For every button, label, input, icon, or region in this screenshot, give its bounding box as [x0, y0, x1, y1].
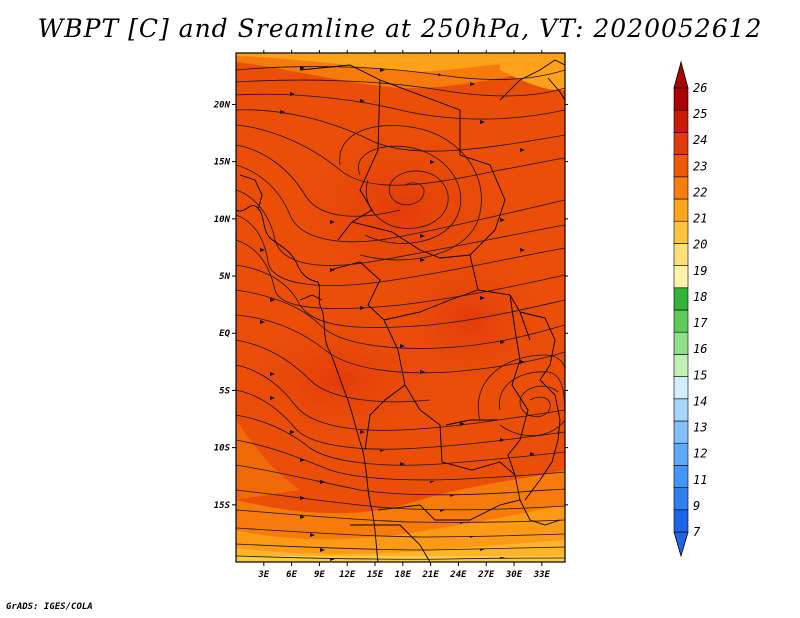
wbpt-field — [236, 53, 565, 562]
colorbar-label: 11 — [693, 473, 707, 487]
colorbar: 7 9 11 12 13 14 15 16 17 18 19 20 21 22 23 24 25 26 — [673, 60, 708, 558]
colorbar-swatch — [673, 109, 689, 133]
lat-tick-label: 5N — [219, 272, 230, 282]
colorbar-label: 16 — [693, 342, 707, 356]
colorbar-high-pointer — [673, 60, 689, 89]
colorbar-swatch — [673, 287, 689, 311]
colorbar-swatch — [673, 220, 689, 244]
longitude-axis: 3E 6E 9E 12E 15E 18E 21E 24E 27E 30E 33E — [257, 50, 551, 580]
lon-tick-label: 3E — [257, 570, 269, 580]
colorbar-swatch — [673, 487, 689, 511]
lon-tick-label: 15E — [367, 570, 384, 580]
colorbar-label: 14 — [693, 394, 707, 408]
colorbar-swatch — [673, 331, 689, 355]
colorbar-label: 22 — [693, 185, 707, 199]
colorbar-label: 12 — [693, 447, 707, 461]
colorbar-swatch — [673, 354, 689, 377]
colorbar-label: 21 — [693, 212, 707, 226]
colorbar-label: 18 — [693, 290, 707, 304]
colorbar-label: 23 — [693, 159, 707, 173]
lon-tick-label: 18E — [395, 570, 412, 580]
colorbar-label: 13 — [693, 421, 707, 435]
lat-tick-label: 5S — [219, 386, 230, 396]
lat-tick-label: 10N — [214, 215, 231, 225]
colorbar-swatch — [673, 509, 689, 533]
lon-tick-label: 27E — [477, 570, 495, 580]
latitude-axis: 20N 15N 10N 5N EQ 5S 10S 15S — [213, 100, 568, 511]
country-borders — [236, 59, 565, 562]
map-frame — [235, 52, 566, 563]
colorbar-label: 26 — [693, 81, 707, 95]
lat-tick-label: 10S — [214, 444, 231, 454]
colorbar-swatch — [673, 309, 689, 333]
colorbar-label: 7 — [693, 525, 701, 539]
colorbar-swatch — [673, 465, 689, 488]
grads-credit: GrADS: IGES/COLA — [6, 602, 93, 612]
colorbar-low-pointer — [673, 531, 689, 558]
colorbar-label: 25 — [693, 107, 707, 121]
map-title: WBPT [C] and Sreamline at 250hPa, VT: 20… — [37, 14, 763, 43]
colorbar-label: 20 — [693, 238, 707, 252]
lat-tick-label: 15N — [214, 158, 231, 168]
colorbar-label: 9 — [693, 499, 700, 513]
streamline-arrows — [260, 66, 535, 561]
colorbar-swatch — [673, 87, 689, 111]
streamlines — [236, 66, 565, 560]
colorbar-swatch — [673, 132, 689, 155]
lon-tick-label: 12E — [339, 570, 356, 580]
lat-tick-label: EQ — [219, 329, 230, 339]
colorbar-swatch — [673, 420, 689, 444]
colorbar-swatch — [673, 398, 689, 422]
lon-tick-label: 9E — [314, 570, 325, 580]
colorbar-label: 19 — [693, 264, 707, 278]
colorbar-swatch — [673, 265, 689, 289]
colorbar-swatch — [673, 154, 689, 178]
lat-tick-label: 20N — [213, 100, 231, 110]
colorbar-swatch — [673, 198, 689, 222]
lon-tick-label: 30E — [505, 570, 523, 580]
lon-tick-label: 24E — [449, 570, 467, 580]
colorbar-label: 24 — [693, 133, 707, 147]
colorbar-swatch — [673, 376, 689, 400]
lon-tick-label: 33E — [533, 570, 551, 580]
colorbar-swatch — [673, 442, 689, 466]
colorbar-swatch — [673, 176, 689, 200]
lon-tick-label: 6E — [286, 570, 297, 580]
colorbar-label: 17 — [693, 316, 708, 330]
colorbar-swatch — [673, 243, 689, 266]
colorbar-label: 15 — [693, 368, 707, 382]
lat-tick-label: 15S — [214, 501, 231, 511]
lon-tick-label: 21E — [421, 570, 439, 580]
